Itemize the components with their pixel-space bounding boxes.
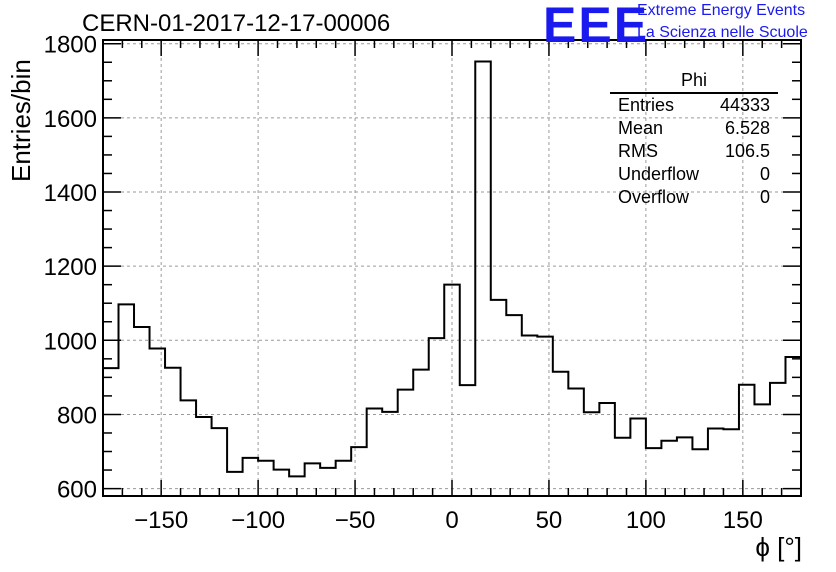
x-tick-label: −100: [231, 507, 285, 534]
y-tick-label: 1600: [44, 106, 97, 133]
histogram-bin: [119, 304, 135, 496]
histogram-bins: [103, 60, 836, 496]
stats-row-underflow: Underflow 0: [610, 163, 778, 186]
x-tick-label: 0: [445, 507, 458, 534]
histogram-bin: [630, 419, 646, 496]
histogram-bin: [599, 403, 615, 496]
histogram-bin: [770, 383, 786, 496]
histogram-step-line: [103, 60, 801, 478]
histogram-bin: [522, 335, 538, 496]
stats-label: Entries: [618, 95, 675, 115]
histogram-layer: [103, 60, 836, 496]
histogram-bin: [134, 327, 150, 496]
histogram-bin: [181, 400, 197, 496]
histogram-bin: [367, 409, 383, 496]
x-tick-label: −150: [134, 507, 188, 534]
y-tick-label: 600: [57, 477, 97, 504]
x-tick-label: −50: [335, 507, 376, 534]
y-tick-label: 800: [57, 402, 97, 429]
x-tick-label: 100: [626, 507, 666, 534]
histogram-bin: [165, 368, 181, 496]
stats-row-overflow: Overflow 0: [610, 186, 778, 209]
x-tick-label: 50: [536, 507, 563, 534]
stats-value: 106.5: [724, 141, 770, 161]
histogram-bin: [475, 62, 491, 496]
histogram-bin: [615, 438, 631, 496]
x-tick-label: 150: [723, 507, 763, 534]
histogram-bin: [739, 385, 755, 496]
histogram-bin: [103, 368, 119, 496]
stats-value: 44333: [719, 95, 770, 115]
histogram-bin: [150, 348, 166, 496]
histogram-bin: [227, 472, 243, 496]
eee-logo: EEE: [543, 0, 650, 53]
histogram-bin: [692, 449, 708, 496]
stats-row-entries: Entries 44333: [610, 94, 778, 117]
histogram-bin: [723, 429, 739, 496]
y-axis-label: Entries/bin: [6, 59, 36, 182]
eee-tagline-1: Extreme Energy Events: [637, 2, 806, 19]
stats-label: RMS: [618, 141, 658, 161]
stats-row-mean: Mean 6.528: [610, 117, 778, 140]
chart-title: CERN-01-2017-12-17-00006: [82, 10, 391, 37]
histogram-bin: [584, 412, 600, 496]
histogram-bin: [491, 300, 507, 496]
histogram-bin: [677, 437, 693, 496]
tick-label-layer: −150 −100 −50 0 50 100 150 600 800 1000 1200 1400 16…: [44, 32, 763, 534]
histogram-bin: [646, 448, 662, 496]
histogram-bin: [382, 412, 398, 496]
stats-label: Mean: [618, 118, 664, 138]
histogram-bin: [444, 285, 460, 496]
histogram-bin: [413, 370, 429, 496]
histogram-bin: [754, 404, 770, 496]
histogram-bin: [243, 458, 259, 496]
histogram-bin: [553, 372, 569, 496]
axis-layer: [102, 39, 802, 497]
histogram-bin: [274, 470, 290, 496]
stats-row-rms: RMS 106.5: [610, 140, 778, 163]
stats-value: 0: [759, 187, 770, 207]
histogram-bin: [661, 441, 677, 496]
histogram-bin: [817, 292, 833, 496]
histogram-bin: [801, 344, 817, 496]
histogram-bin: [832, 279, 836, 496]
histogram-bin: [212, 428, 228, 496]
histogram-bin: [336, 461, 352, 496]
histogram-bin: [305, 463, 321, 496]
stats-value: 0: [759, 164, 770, 184]
stats-value: 6.528: [724, 118, 770, 138]
stats-box: Phi Entries 44333 Mean 6.528 RMS 106.5 U…: [610, 70, 778, 209]
histogram-bin: [429, 338, 445, 496]
histogram-bin: [398, 390, 414, 496]
histogram-bin: [708, 429, 724, 496]
y-tick-label: 1800: [44, 32, 97, 59]
stats-title: Phi: [610, 70, 778, 94]
histogram-bin: [537, 337, 553, 496]
y-tick-label: 1400: [44, 180, 97, 207]
y-tick-label: 1000: [44, 328, 97, 355]
histogram-bin: [196, 417, 212, 496]
histogram-bin: [568, 388, 584, 496]
histogram-bin: [506, 315, 522, 496]
histogram-bin: [460, 385, 476, 496]
stats-label: Overflow: [618, 187, 690, 207]
stats-label: Underflow: [618, 164, 700, 184]
eee-tagline-2: La Scienza nelle Scuole: [637, 24, 808, 41]
x-axis-label: ϕ [°]: [755, 532, 802, 562]
histogram-bin: [320, 468, 336, 496]
histogram-bin: [258, 461, 274, 496]
histogram-bin: [351, 447, 367, 496]
y-tick-label: 1200: [44, 254, 97, 281]
